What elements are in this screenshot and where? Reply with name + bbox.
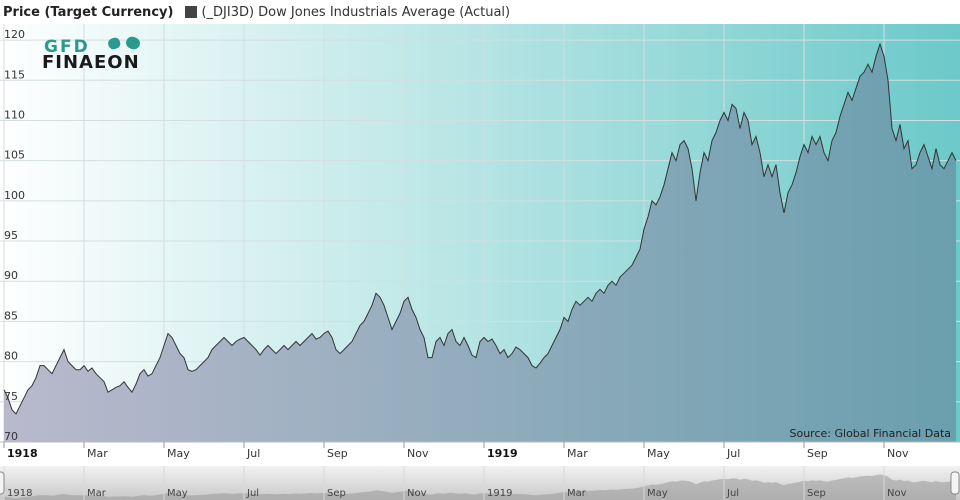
y-axis: 70 75 80 85 90 95 100 105 110 115 120 <box>4 28 25 443</box>
navigator-tick-label: 1919 <box>487 488 512 499</box>
navigator-tick-label: Nov <box>407 488 427 499</box>
x-tick-label: May <box>647 447 670 460</box>
y-axis-title: Price (Target Currency) <box>3 4 174 20</box>
logo-text-finaeon: FINAEON <box>42 52 140 73</box>
x-tick-label: 1918 <box>7 447 38 460</box>
navigator-tick-label: Mar <box>567 488 587 499</box>
logo-text-gfd: GFD <box>44 37 90 57</box>
y-tick-label: 105 <box>4 149 25 162</box>
y-tick-label: 95 <box>4 229 18 242</box>
legend-series-label[interactable]: (_DJI3D) Dow Jones Industrials Average (… <box>201 4 511 20</box>
x-tick-label: Nov <box>407 447 429 460</box>
range-navigator[interactable]: 1918 Mar May Jul Sep Nov 1919 Mar May Jul Sep Nov <box>0 466 960 500</box>
navigator-tick-label: Jul <box>246 488 259 499</box>
y-tick-label: 115 <box>4 68 25 81</box>
chart-legend: Price (Target Currency) (_DJI3D) Dow Jon… <box>0 0 960 24</box>
navigator-tick-label: 1918 <box>7 488 32 499</box>
x-tick-label: Mar <box>567 447 588 460</box>
navigator-tick-label: Sep <box>807 488 826 499</box>
logo-leaf-icon <box>126 36 140 50</box>
navigator-tick-label: Sep <box>327 488 346 499</box>
x-tick-label: 1919 <box>487 447 518 460</box>
y-tick-label: 110 <box>4 108 25 121</box>
series-area[interactable] <box>4 44 956 442</box>
x-axis-band <box>0 442 960 466</box>
x-tick-label: Jul <box>246 447 260 460</box>
source-note: Source: Global Financial Data <box>790 427 952 440</box>
x-tick-label: Nov <box>887 447 909 460</box>
navigator-tick-label: Mar <box>87 488 107 499</box>
y-tick-label: 70 <box>4 430 18 443</box>
y-tick-label: 80 <box>4 350 18 363</box>
y-tick-label: 120 <box>4 28 25 41</box>
x-tick-label: Sep <box>807 447 828 460</box>
x-tick-label: Mar <box>87 447 108 460</box>
y-tick-label: 90 <box>4 269 18 282</box>
navigator-left-handle[interactable] <box>0 471 5 495</box>
x-tick-label: May <box>167 447 190 460</box>
x-tick-label: Jul <box>726 447 740 460</box>
gfd-finaeon-logo: GFD FINAEON <box>42 36 140 73</box>
series-swatch[interactable] <box>185 6 198 18</box>
y-tick-label: 75 <box>4 390 18 403</box>
series-line[interactable] <box>3 42 957 415</box>
navigator-tick-label: Nov <box>887 488 907 499</box>
navigator-tick-label: May <box>647 488 668 499</box>
navigator-tick-label: May <box>167 488 188 499</box>
navigator-axis: 1918 Mar May Jul Sep Nov 1919 Mar May Jul Sep Nov <box>3 466 907 500</box>
x-axis: 1918 Mar May Jul Sep Nov 1919 Mar May Jul Sep Nov <box>3 442 909 460</box>
x-tick-label: Sep <box>327 447 348 460</box>
logo-leaf-icon <box>108 37 121 50</box>
navigator-right-handle[interactable] <box>950 471 960 495</box>
y-tick-label: 100 <box>4 189 25 202</box>
y-tick-label: 85 <box>4 309 18 322</box>
navigator-area <box>4 474 956 500</box>
navigator-tick-label: Jul <box>726 488 739 499</box>
